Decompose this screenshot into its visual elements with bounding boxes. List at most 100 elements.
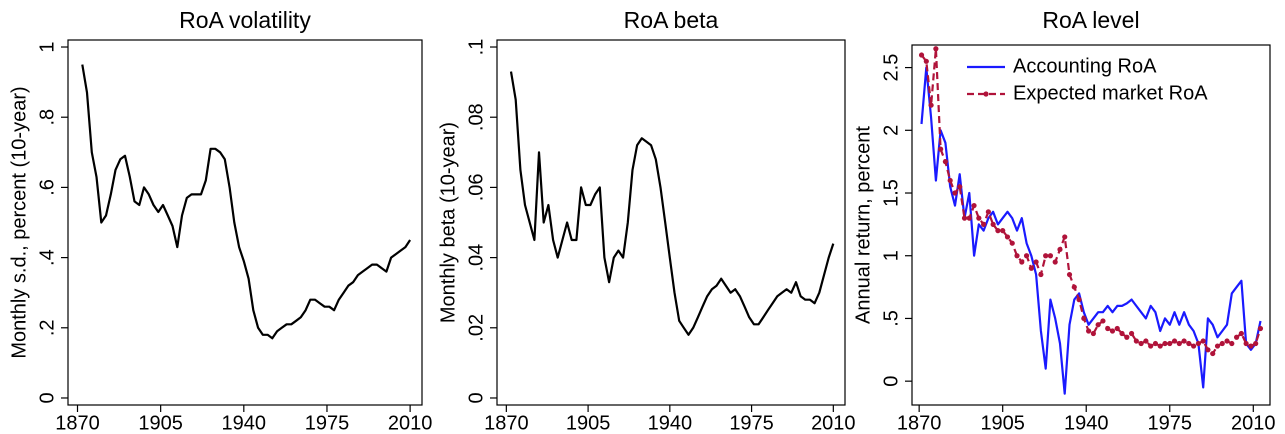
plot-frame bbox=[496, 39, 846, 406]
data-point bbox=[1157, 343, 1163, 349]
panel: RoA level Annual return, percent 0 .5 1 1.5 2 2… bbox=[852, 7, 1275, 434]
data-point bbox=[1052, 259, 1058, 265]
y-tick-label: 1 bbox=[36, 41, 58, 52]
chart-title: RoA level bbox=[1042, 7, 1139, 33]
data-point bbox=[985, 209, 991, 215]
x-tick-label: 1975 bbox=[305, 412, 350, 434]
y-tick-label: .2 bbox=[36, 319, 58, 336]
chart-title: RoA volatility bbox=[179, 7, 311, 33]
chart-title: RoA beta bbox=[624, 7, 719, 33]
x-tick-label: 1905 bbox=[138, 412, 183, 434]
data-point bbox=[1224, 338, 1230, 344]
y-tick-label: 0 bbox=[36, 392, 58, 403]
x-tick-label: 1975 bbox=[729, 412, 774, 434]
data-point bbox=[990, 221, 996, 227]
data-point bbox=[1062, 234, 1068, 240]
x-tick-label: 1940 bbox=[1064, 412, 1109, 434]
data-point bbox=[1028, 265, 1034, 271]
data-point bbox=[976, 215, 982, 221]
y-axis-label: Annual return, percent bbox=[852, 126, 874, 324]
data-point bbox=[1023, 253, 1030, 259]
data-point bbox=[1171, 338, 1178, 344]
panel: RoA beta Monthly beta (10-year) 0 .02 .04 .06… bbox=[437, 7, 855, 434]
y-tick-label: 1 bbox=[880, 250, 902, 261]
plot-frame bbox=[67, 39, 423, 406]
data-point bbox=[995, 228, 1001, 234]
y-tick-label: .1 bbox=[465, 39, 487, 56]
data-line bbox=[920, 66, 1262, 395]
data-point bbox=[1019, 259, 1025, 265]
data-point bbox=[1038, 271, 1044, 278]
y-tick-label: .06 bbox=[465, 173, 487, 201]
data-point bbox=[1009, 240, 1015, 246]
data-point bbox=[1081, 315, 1087, 322]
data-point bbox=[1257, 325, 1264, 332]
data-point bbox=[1076, 297, 1082, 303]
y-axis-label: Monthly s.d., percent (10-year) bbox=[8, 86, 30, 358]
data-point bbox=[1191, 343, 1197, 349]
data-point bbox=[1138, 340, 1144, 347]
x-tick-label: 1905 bbox=[980, 412, 1025, 434]
data-point bbox=[918, 52, 925, 58]
data-point bbox=[1143, 338, 1149, 344]
y-tick-label: 0 bbox=[465, 392, 487, 403]
data-point bbox=[947, 177, 953, 184]
x-tick-label: 1940 bbox=[648, 412, 693, 434]
data-point bbox=[1119, 330, 1125, 337]
data-point bbox=[1148, 343, 1154, 349]
data-point bbox=[933, 46, 939, 52]
data-point bbox=[1105, 325, 1111, 332]
y-tick-label: .5 bbox=[880, 310, 902, 327]
data-point bbox=[1162, 340, 1168, 347]
data-point bbox=[1186, 340, 1192, 347]
data-point bbox=[1176, 340, 1182, 347]
data-point bbox=[1219, 340, 1225, 347]
data-point bbox=[1124, 334, 1130, 340]
data-point bbox=[1004, 234, 1011, 240]
data-point bbox=[1100, 318, 1106, 324]
data-point bbox=[942, 159, 949, 165]
data-point bbox=[1000, 228, 1006, 234]
data-point bbox=[961, 215, 968, 221]
y-axis-label: Monthly beta (10-year) bbox=[437, 122, 459, 323]
legend-label: Expected market RoA bbox=[1013, 82, 1208, 104]
data-point bbox=[981, 221, 987, 227]
x-tick-label: 1870 bbox=[897, 412, 942, 434]
y-tick-label: 0 bbox=[880, 376, 902, 387]
data-point bbox=[1095, 322, 1101, 328]
data-point bbox=[1071, 284, 1077, 290]
data-point bbox=[1114, 325, 1120, 332]
y-tick-label: .08 bbox=[465, 103, 487, 131]
data-point bbox=[1248, 343, 1254, 349]
data-point bbox=[1133, 338, 1139, 344]
x-tick-label: 1905 bbox=[566, 412, 611, 434]
x-tick-label: 1870 bbox=[484, 412, 529, 434]
data-point bbox=[1128, 330, 1135, 337]
x-tick-label: 2010 bbox=[1231, 412, 1276, 434]
data-point bbox=[1090, 330, 1096, 337]
y-tick-label: 1.5 bbox=[880, 179, 902, 207]
x-tick-label: 2010 bbox=[388, 412, 433, 434]
x-tick-label: 1940 bbox=[222, 412, 267, 434]
data-point bbox=[1043, 253, 1049, 259]
data-point bbox=[1057, 246, 1063, 253]
data-line bbox=[509, 71, 835, 336]
data-point bbox=[1210, 350, 1216, 357]
data-point bbox=[923, 58, 929, 64]
data-point bbox=[1181, 338, 1187, 344]
data-point bbox=[1047, 253, 1054, 259]
plot-frame bbox=[911, 44, 1271, 406]
legend-label: Accounting RoA bbox=[1013, 55, 1157, 77]
x-tick-label: 1870 bbox=[55, 412, 100, 434]
data-point bbox=[1167, 340, 1173, 347]
data-line bbox=[81, 64, 412, 340]
data-point bbox=[1195, 340, 1201, 347]
data-point bbox=[1205, 347, 1211, 353]
data-point bbox=[1066, 271, 1073, 278]
data-point bbox=[1233, 334, 1240, 340]
data-point bbox=[928, 102, 934, 108]
y-tick-label: .6 bbox=[36, 179, 58, 196]
x-tick-label: 2010 bbox=[811, 412, 856, 434]
data-point bbox=[938, 146, 944, 152]
